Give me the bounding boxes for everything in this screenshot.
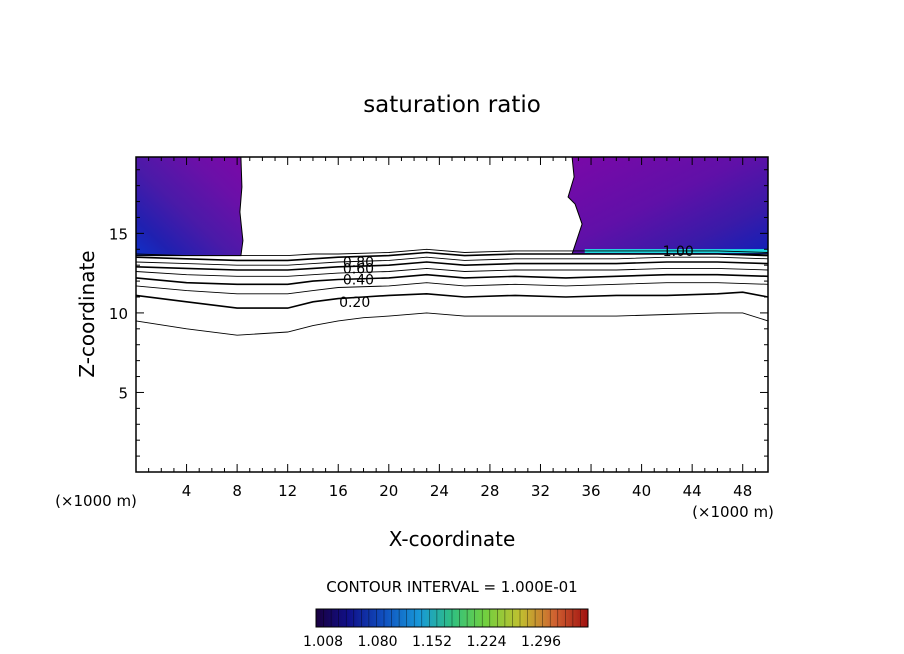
contour-label: 0.20 xyxy=(339,295,370,311)
contour-label: 1.00 xyxy=(663,244,694,260)
contour-line-0.9 xyxy=(135,248,769,257)
y-tick-label: 10 xyxy=(109,305,128,323)
x-tick-label: 4 xyxy=(182,482,192,500)
contour-line-0.4 xyxy=(135,273,769,286)
x-tick-label: 28 xyxy=(480,482,499,500)
x-tick-label: 40 xyxy=(632,482,651,500)
x-tick-label: 24 xyxy=(430,482,449,500)
contour-line-0.6 xyxy=(135,261,769,271)
x-unit-right: (×1000 m) xyxy=(692,503,774,521)
y-axis-label: Z-coordinate xyxy=(75,250,99,377)
x-tick-label: 16 xyxy=(329,482,348,500)
x-unit-left: (×1000 m) xyxy=(55,492,137,510)
contour-interval-text: CONTOUR INTERVAL = 1.000E-01 xyxy=(326,578,577,596)
colorbar-tick-label: 1.080 xyxy=(357,634,397,650)
contour-label: 0.60 xyxy=(343,261,374,277)
chart-title: saturation ratio xyxy=(363,92,541,118)
colorbar-tick-label: 1.008 xyxy=(303,634,343,650)
saturation-region-left xyxy=(135,156,244,257)
contour-line-0.7 xyxy=(135,256,769,266)
contour-label: 0.80 xyxy=(343,255,374,271)
contour-line-0.3 xyxy=(135,282,769,295)
x-tick-label: 32 xyxy=(531,482,550,500)
contour-line-0.1 xyxy=(135,312,769,336)
contour-line-0.5 xyxy=(135,267,769,277)
x-tick-label: 8 xyxy=(232,482,242,500)
contour-label: 0.40 xyxy=(343,273,374,289)
colorbar: 1.008 1.080 1.152 1.224 1.296 xyxy=(303,608,589,650)
x-tick-label: 44 xyxy=(683,482,702,500)
y-tick-label: 15 xyxy=(109,225,128,243)
plot-area: 0.800.600.400.201.00 4 8 12 16 20 24 28 32 36 40 4… xyxy=(109,156,769,500)
x-axis-label: X-coordinate xyxy=(389,527,516,551)
x-tick-label: 12 xyxy=(278,482,297,500)
contour-line-0.2 xyxy=(135,291,769,309)
colorbar-tick-label: 1.152 xyxy=(412,634,452,650)
saturation-region-right xyxy=(567,156,769,255)
contour-line-0.8 xyxy=(135,251,769,262)
x-tick-label: 20 xyxy=(379,482,398,500)
y-tick-label: 5 xyxy=(118,384,128,402)
x-tick-label: 48 xyxy=(733,482,752,500)
colorbar-tick-label: 1.224 xyxy=(466,634,506,650)
x-tick-label: 36 xyxy=(581,482,600,500)
colorbar-tick-label: 1.296 xyxy=(521,634,561,650)
